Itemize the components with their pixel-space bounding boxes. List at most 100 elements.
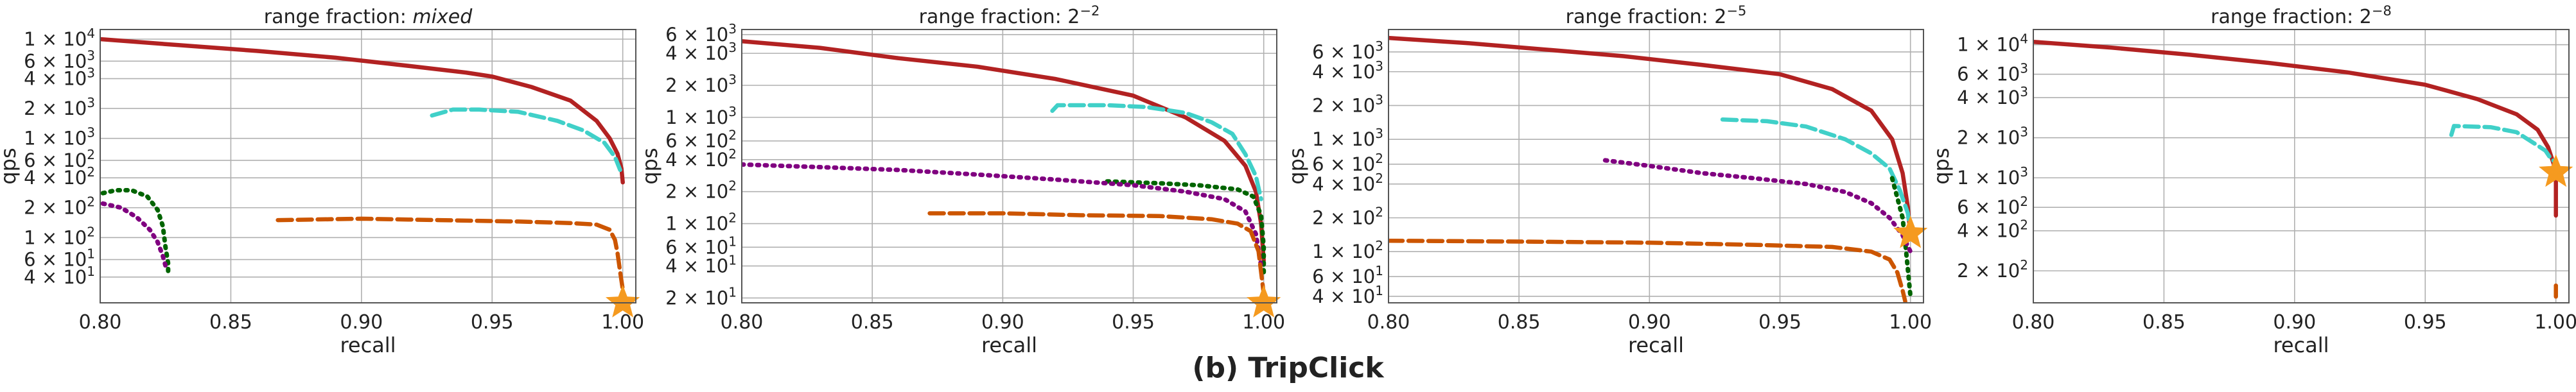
y-tick-exponent: 3: [728, 72, 737, 87]
chart-title: range fraction: 2−8: [2211, 3, 2392, 28]
x-axis-label: recall: [2273, 333, 2329, 357]
x-tick-label: 0.80: [79, 311, 122, 334]
x-tick-label: 0.85: [2142, 311, 2186, 334]
y-tick-exponent: 2: [1375, 238, 1383, 253]
y-tick-label: 1 × 102: [1312, 238, 1383, 262]
y-tick-label: 1 × 104: [24, 26, 95, 50]
chart-title-prefix: range fraction:: [919, 6, 1068, 28]
chart-title-main: 2: [2360, 6, 2372, 28]
y-tick-base: 1 × 10: [24, 226, 87, 248]
series-line-2: [2449, 124, 2558, 165]
y-tick-exponent: 1: [87, 264, 95, 279]
y-tick-exponent: 2: [2020, 217, 2028, 233]
plot-area: [100, 30, 636, 303]
chart-title-prefix: range fraction:: [2211, 6, 2360, 28]
y-tick-base: 1 × 10: [24, 128, 87, 149]
series-line-2: [430, 107, 622, 173]
y-tick-base: 4 × 10: [24, 68, 87, 90]
x-tick-label: 0.95: [2404, 311, 2447, 334]
y-tick-exponent: 2: [728, 146, 737, 162]
series-line-5: [1389, 238, 1907, 303]
y-tick-label: 2 × 102: [665, 178, 737, 203]
y-tick-label: 2 × 103: [1957, 124, 2028, 149]
y-tick-base: 2 × 10: [1957, 260, 2020, 282]
star-marker: [1247, 285, 1281, 318]
chart-title-exponent: −2: [1080, 3, 1100, 19]
plot-area: [742, 30, 1277, 303]
y-tick-exponent: 2: [728, 128, 737, 143]
y-tick-exponent: 3: [728, 40, 737, 55]
y-tick-base: 4 × 10: [1957, 87, 2020, 108]
y-tick-label: 4 × 101: [1312, 283, 1383, 307]
y-tick-base: 2 × 10: [24, 197, 87, 219]
y-tick-base: 1 × 10: [24, 28, 87, 50]
y-tick-base: 1 × 10: [665, 107, 728, 128]
y-tick-label: 4 × 103: [665, 40, 737, 64]
plot-area: [1389, 30, 1923, 303]
x-tick-label: 0.95: [471, 311, 514, 334]
y-tick-base: 4 × 10: [1957, 220, 2020, 242]
y-tick-label: 4 × 102: [1957, 217, 2028, 242]
y-tick-base: 6 × 10: [665, 236, 728, 258]
y-tick-label: 1 × 103: [24, 125, 95, 149]
y-tick-exponent: 3: [2020, 84, 2028, 99]
series-line-4: [742, 162, 1264, 268]
y-tick-exponent: 3: [1375, 58, 1383, 74]
y-tick-exponent: 2: [728, 178, 737, 194]
y-tick-base: 2 × 10: [665, 181, 728, 203]
y-tick-label: 6 × 101: [24, 246, 95, 271]
y-tick-label: 4 × 101: [665, 253, 737, 277]
y-tick-base: 6 × 10: [1312, 266, 1375, 287]
y-tick-label: 6 × 102: [1957, 194, 2028, 218]
y-tick-label: 6 × 102: [1312, 151, 1383, 175]
y-tick-base: 2 × 10: [1957, 127, 2020, 149]
series-line-2: [1720, 117, 1913, 234]
star-marker: [1893, 215, 1928, 248]
x-tick-label: 0.85: [1498, 311, 1541, 334]
chart-title-prefix: range fraction:: [264, 6, 413, 28]
y-tick-base: 6 × 10: [24, 149, 87, 171]
y-tick-base: 6 × 10: [1957, 64, 2020, 85]
plot-frame: [100, 29, 636, 303]
y-tick-base: 1 × 10: [1312, 128, 1375, 150]
y-tick-base: 6 × 10: [1312, 41, 1375, 63]
chart-title-main: 2: [1714, 6, 1726, 28]
y-tick-exponent: 4: [87, 26, 95, 41]
series-line-1: [1389, 35, 1913, 237]
y-tick-base: 2 × 10: [665, 287, 728, 309]
y-tick-base: 2 × 10: [665, 74, 728, 96]
x-tick-label: 0.80: [2012, 311, 2055, 334]
y-tick-label: 1 × 104: [1957, 31, 2028, 56]
x-tick-label: 0.95: [1758, 311, 1801, 334]
y-tick-exponent: 3: [2020, 164, 2028, 180]
y-tick-label: 4 × 103: [1312, 58, 1383, 83]
y-tick-label: 4 × 102: [665, 146, 737, 171]
y-tick-exponent: 2: [728, 210, 737, 226]
chart-title-exponent: −5: [1726, 3, 1746, 19]
x-tick-label: 1.00: [1242, 311, 1285, 334]
y-tick-label: 6 × 102: [665, 128, 737, 152]
y-tick-exponent: 1: [1375, 263, 1383, 278]
y-tick-base: 4 × 10: [665, 255, 728, 277]
x-tick-label: 0.90: [1628, 311, 1671, 334]
x-tick-label: 1.00: [1889, 311, 1932, 334]
y-tick-base: 4 × 10: [1312, 173, 1375, 195]
y-tick-base: 4 × 10: [665, 42, 728, 64]
series-line-3: [1105, 179, 1266, 275]
y-tick-exponent: 2: [87, 147, 95, 162]
y-tick-base: 4 × 10: [1312, 285, 1375, 307]
chart-title-exponent: −8: [2372, 3, 2392, 19]
y-tick-exponent: 2: [2020, 194, 2028, 209]
x-tick-label: 0.90: [340, 311, 383, 334]
x-axis-label: recall: [340, 333, 396, 357]
star-marker: [606, 285, 640, 318]
y-tick-label: 1 × 103: [1312, 126, 1383, 150]
y-tick-exponent: 2: [87, 164, 95, 180]
y-tick-label: 4 × 103: [24, 65, 95, 90]
y-tick-label: 4 × 102: [24, 164, 95, 189]
series-line-1: [742, 38, 1266, 263]
y-tick-label: 6 × 103: [24, 47, 95, 72]
